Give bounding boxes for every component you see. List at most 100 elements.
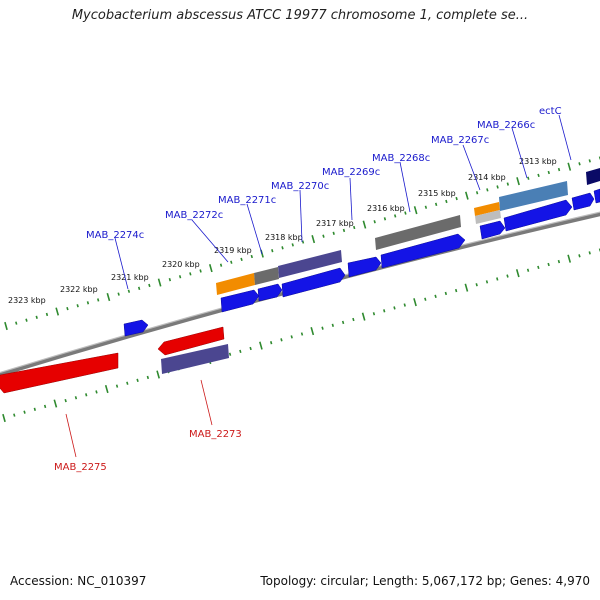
minor-tick [331, 323, 335, 327]
gene-block-steel[interactable] [499, 181, 568, 211]
gene-arrow[interactable] [220, 289, 260, 313]
minor-tick [527, 176, 530, 180]
minor-tick [115, 384, 119, 388]
minor-tick [76, 304, 79, 308]
minor-tick [240, 257, 243, 262]
gene-label-mab-2268c[interactable]: MAB_2268c [372, 153, 430, 164]
label-leaders [65, 114, 572, 458]
gene-arrow[interactable] [380, 233, 466, 269]
major-tick [413, 298, 417, 307]
minor-tick [372, 312, 376, 316]
major-tick [361, 312, 366, 321]
minor-tick [35, 315, 38, 319]
minor-tick [64, 398, 67, 403]
gene-label-ectc[interactable]: ectC [539, 106, 562, 117]
tick-track-upper [4, 156, 600, 331]
gene-block-gray[interactable] [254, 267, 279, 285]
gene-block-orange[interactable] [216, 273, 255, 295]
gene-label-mab-2275[interactable]: MAB_2275 [54, 462, 107, 473]
minor-tick [301, 240, 305, 244]
gene-arrow[interactable] [593, 188, 600, 204]
kbp-tick-label: 2315 kbp [418, 189, 456, 198]
kbp-tick-label: 2317 kbp [316, 219, 354, 228]
gene-arrow-mab-2274c[interactable] [123, 319, 149, 337]
minor-tick [393, 214, 397, 218]
major-tick [104, 384, 109, 394]
major-tick [567, 162, 572, 171]
major-tick [516, 177, 520, 186]
gene-block-purple[interactable] [278, 250, 342, 278]
minor-tick [199, 269, 202, 273]
minor-tick [526, 268, 530, 272]
minor-tick [547, 170, 550, 175]
major-tick [2, 413, 6, 423]
gene-label-mab-2266c[interactable]: MAB_2266c [477, 120, 535, 131]
major-tick [156, 370, 160, 379]
gene-label-mab-2271c[interactable]: MAB_2271c [218, 195, 276, 206]
gene-arrow-mab-2275[interactable] [0, 352, 119, 394]
minor-tick [434, 202, 438, 207]
minor-tick [557, 259, 561, 264]
gene-label-mab-2274c[interactable]: MAB_2274c [86, 230, 144, 241]
gene-arrow-red[interactable] [157, 326, 225, 356]
gene-arrow[interactable] [347, 256, 382, 278]
minor-tick [280, 338, 283, 342]
gene-arrow[interactable] [257, 283, 283, 302]
minor-tick [74, 396, 78, 400]
kbp-tick-label: 2323 kbp [8, 296, 46, 305]
minor-tick [300, 332, 304, 336]
kbp-tick-label: 2322 kbp [60, 285, 98, 294]
gene-label-mab-2270c[interactable]: MAB_2270c [271, 181, 329, 192]
accession-text: Accession: NC_010397 [10, 574, 147, 588]
minor-tick [33, 407, 37, 411]
gene-features-upper [123, 168, 600, 337]
major-tick [311, 235, 316, 244]
minor-tick [475, 191, 479, 195]
minor-tick [557, 167, 561, 172]
gene-block-gray[interactable] [375, 215, 461, 250]
minor-tick [219, 263, 223, 267]
minor-tick [424, 205, 428, 209]
kbp-tick-label: 2320 kbp [162, 260, 200, 269]
kbp-tick-label: 2313 kbp [519, 157, 557, 166]
minor-tick [168, 277, 172, 282]
minor-tick [342, 228, 346, 233]
major-tick [259, 341, 263, 350]
minor-tick [383, 217, 387, 221]
map-title: Mycobacterium abscessus ATCC 19977 chrom… [71, 8, 529, 23]
gene-arrow[interactable] [571, 192, 595, 211]
minor-tick [137, 286, 141, 291]
gene-label-mab-2273[interactable]: MAB_2273 [189, 429, 242, 440]
minor-tick [341, 320, 345, 325]
major-tick [310, 327, 315, 336]
gene-label-mab-2267c[interactable]: MAB_2267c [431, 135, 489, 146]
minor-tick [454, 288, 458, 293]
kbp-tick-label: 2319 kbp [214, 246, 252, 255]
minor-tick [239, 349, 242, 354]
major-tick [362, 220, 367, 229]
minor-tick [444, 291, 448, 296]
tick-track-lower [2, 248, 600, 423]
minor-tick [455, 196, 458, 201]
minor-tick [578, 254, 581, 258]
gene-block-mab-2273[interactable] [161, 344, 229, 374]
minor-tick [189, 272, 192, 276]
minor-tick [404, 211, 407, 215]
gene-block-gray[interactable] [475, 210, 501, 224]
gene-label-mab-2272c[interactable]: MAB_2272c [165, 210, 223, 221]
minor-tick [250, 254, 253, 259]
minor-tick [85, 393, 88, 397]
minor-tick [25, 318, 28, 322]
genome-summary-text: Topology: circular; Length: 5,067,172 bp… [260, 574, 590, 588]
gene-label-mab-2269c[interactable]: MAB_2269c [322, 167, 380, 178]
gene-block-orange[interactable] [474, 202, 500, 216]
minor-tick [506, 182, 510, 186]
gene-arrow[interactable] [479, 220, 506, 240]
gene-features-lower [0, 326, 229, 394]
gene-arrow[interactable] [503, 199, 573, 232]
minor-tick [86, 301, 90, 305]
gene-arrow[interactable] [281, 267, 346, 298]
major-tick [465, 191, 469, 200]
gene-block-navy[interactable] [586, 168, 600, 185]
